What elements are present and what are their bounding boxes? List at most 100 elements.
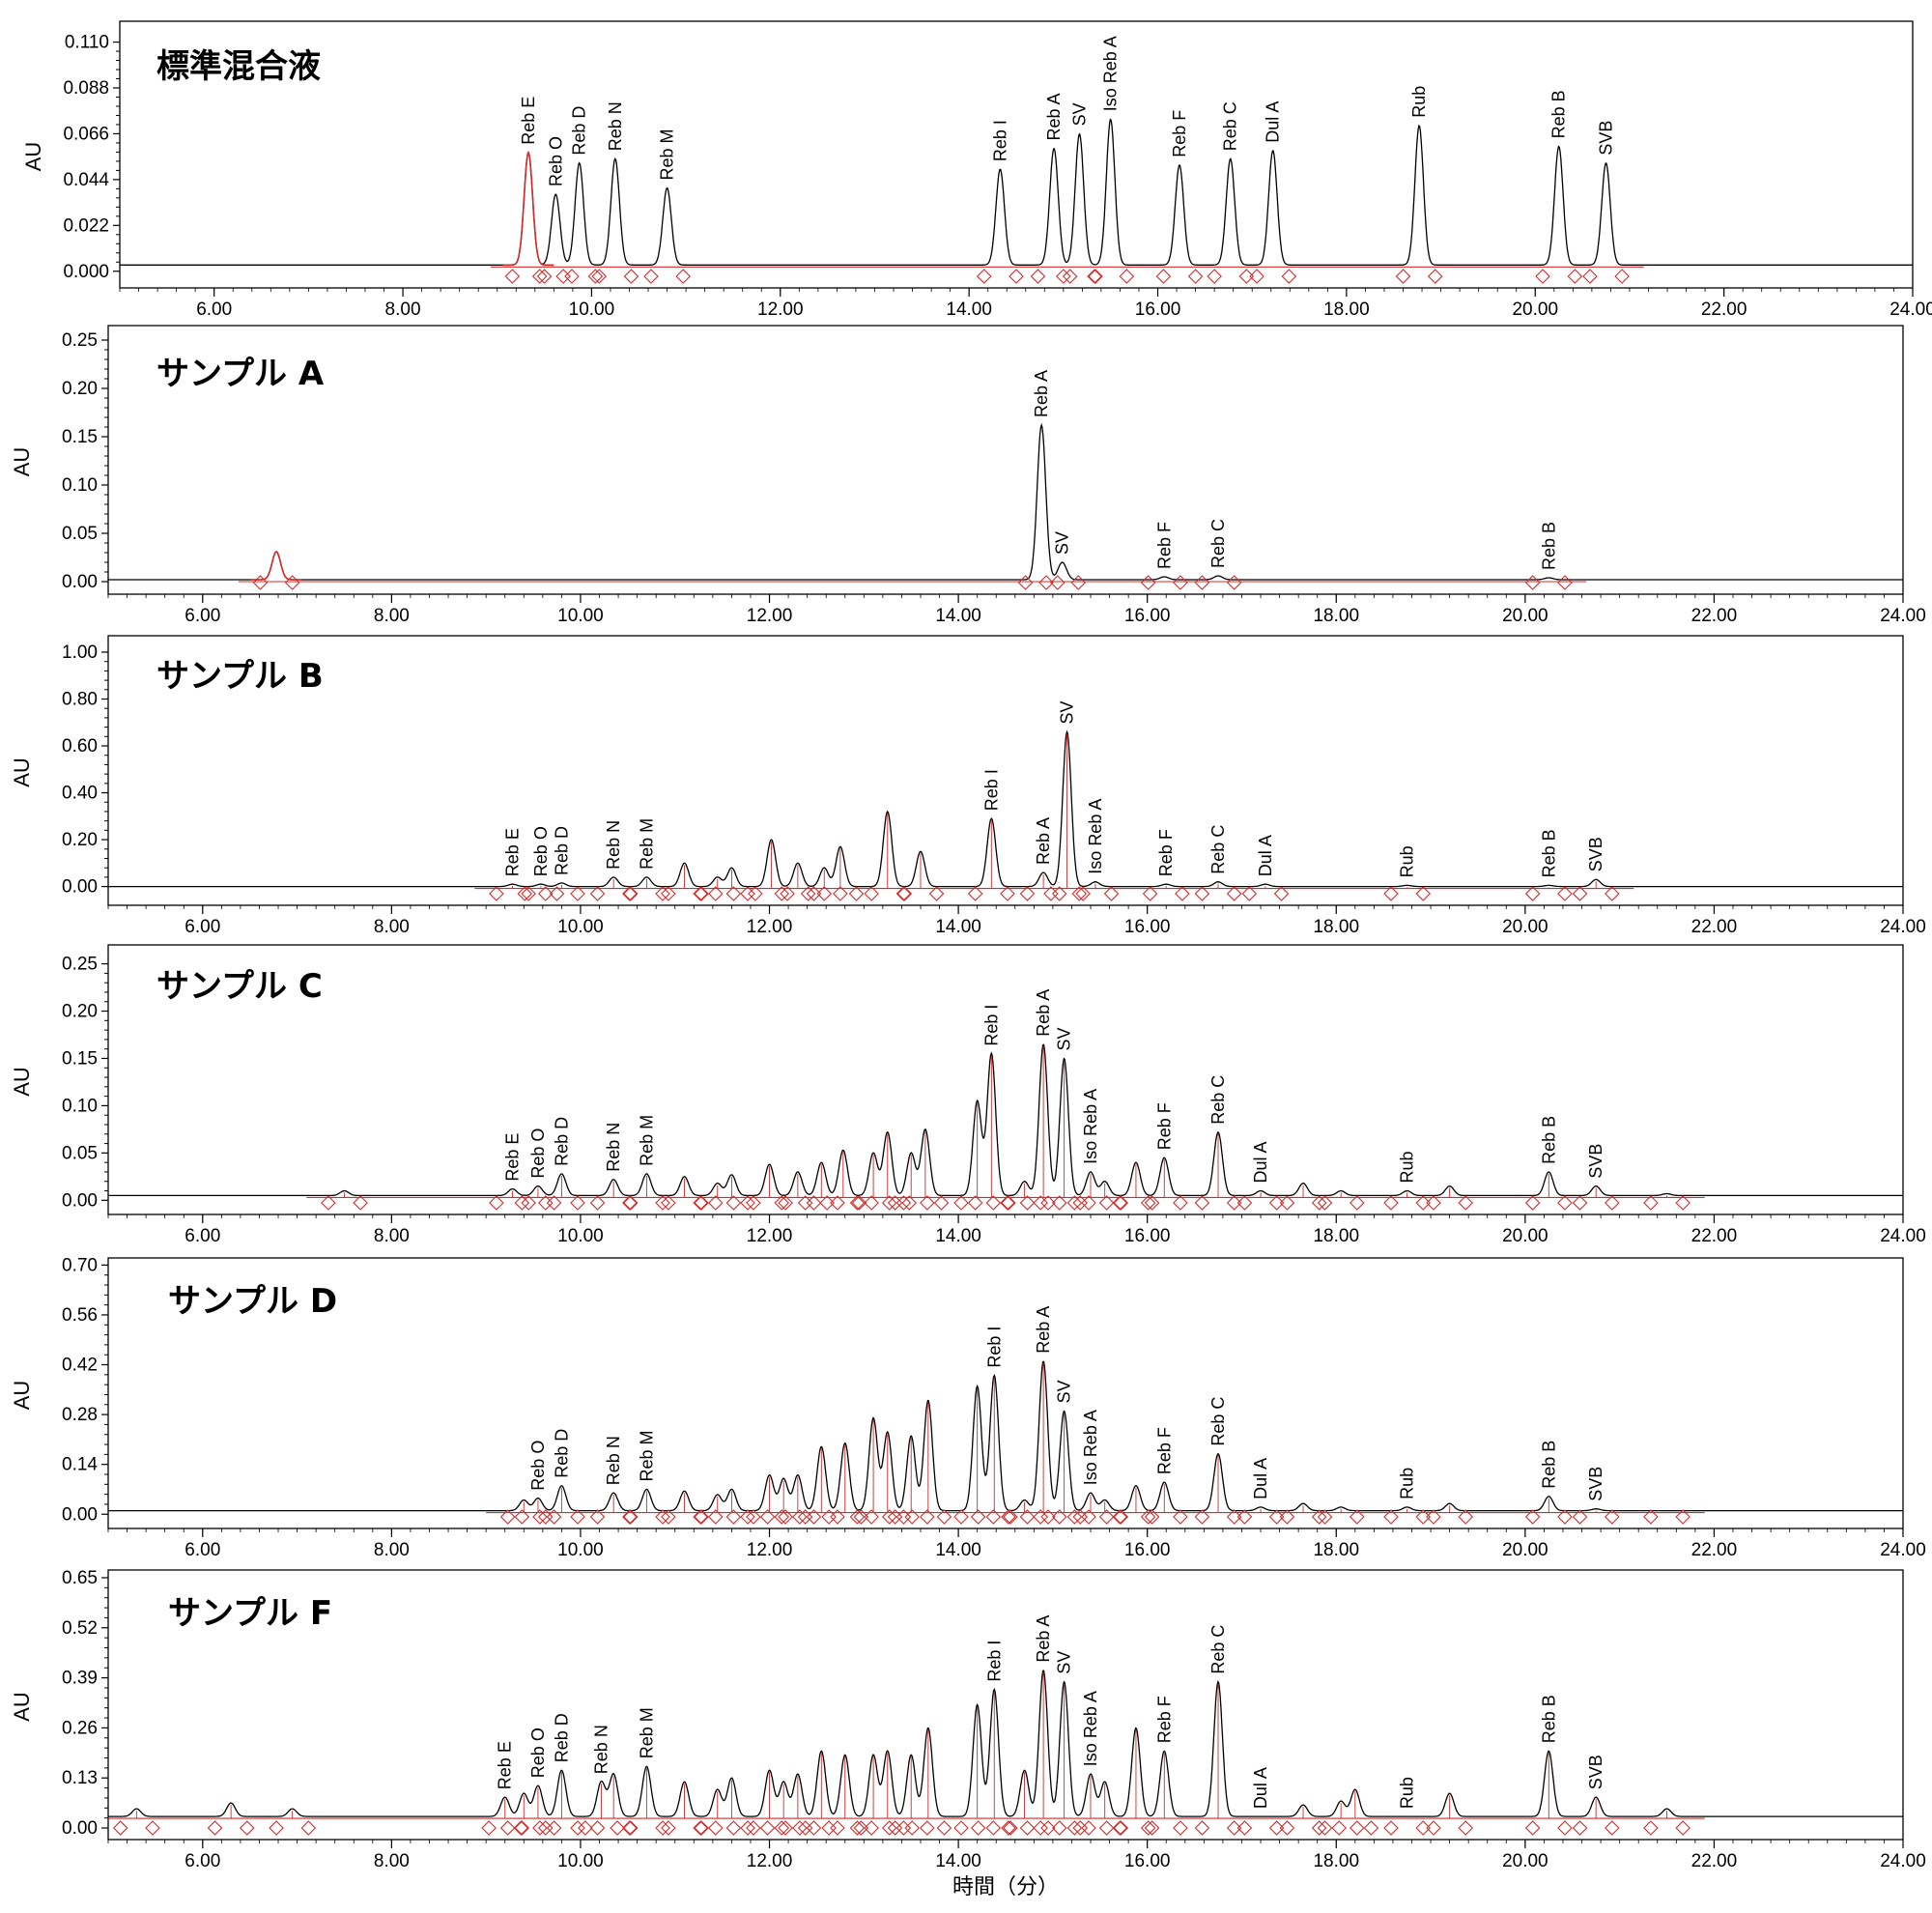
panel-title: サンプル A — [156, 355, 325, 393]
y-axis-title: AU — [10, 447, 34, 477]
peak-boundary-marker — [849, 1509, 866, 1525]
x-tick-label: 18.00 — [1313, 917, 1359, 937]
x-tick-label: 10.00 — [557, 606, 604, 626]
peak-boundary-marker — [864, 1195, 879, 1211]
peak-boundary-marker — [1427, 269, 1443, 284]
peak-boundary-marker — [953, 1195, 969, 1211]
peak-label: Reb C — [1208, 519, 1228, 568]
chromatogram-panel-4: 0.00 0.05 0.10 0.15 0.20 0.25 6.00 8.00 10.00 12.… — [10, 944, 1926, 1246]
peak-label: Reb A — [1034, 817, 1053, 865]
peak-boundary-marker — [570, 1195, 585, 1211]
peak-label: SV — [1055, 1651, 1074, 1674]
peak-label: Reb O — [528, 1128, 548, 1179]
peak-label: Reb F — [1154, 1427, 1174, 1474]
peak-boundary-marker — [1000, 1195, 1015, 1211]
peak-boundary-marker — [833, 886, 848, 901]
peak-boundary-marker — [1426, 1195, 1441, 1211]
peak-boundary-marker — [746, 1820, 761, 1836]
x-tick-label: 12.00 — [747, 606, 793, 626]
peak-boundary-marker — [904, 1509, 920, 1525]
peak-boundary-marker — [1582, 269, 1598, 284]
peak-boundary-marker — [887, 1195, 903, 1211]
peak-boundary-marker — [661, 1195, 676, 1211]
peak-boundary-marker — [1071, 886, 1088, 901]
peak-boundary-marker — [1066, 1820, 1083, 1836]
x-tick-label: 14.00 — [935, 1851, 981, 1871]
peak-boundary-marker — [1605, 1820, 1620, 1836]
peak-label: Reb O — [528, 1727, 548, 1778]
peak-boundary-marker — [1140, 1509, 1156, 1525]
peak-boundary-marker — [1038, 575, 1054, 590]
peak-boundary-marker — [1173, 1195, 1188, 1211]
x-tick-label: 6.00 — [185, 917, 220, 937]
x-tick-label: 22.00 — [1691, 1226, 1738, 1246]
peak-boundary-marker — [936, 1509, 952, 1525]
peak-boundary-marker — [708, 886, 724, 901]
peak-label: Reb M — [637, 818, 656, 870]
peak-boundary-marker — [1317, 1509, 1333, 1525]
peak-boundary-marker — [1279, 1509, 1295, 1525]
peak-label: Reb I — [990, 120, 1009, 161]
peak-label: Reb M — [637, 1707, 656, 1758]
peak-label: Reb A — [1032, 370, 1051, 417]
y-tick-label: 0.26 — [62, 1718, 98, 1738]
peak-boundary-marker — [1643, 1195, 1659, 1211]
chromatogram-panel-1: 0.000 0.022 0.044 0.066 0.088 0.110 6.00 8.00 10… — [21, 20, 1932, 320]
peak-boundary-marker — [1194, 575, 1210, 590]
plot-frame — [107, 1569, 1904, 1841]
peak-boundary-marker — [1017, 575, 1034, 590]
x-tick-label: 10.00 — [569, 300, 615, 320]
peak-boundary-marker — [1236, 1195, 1253, 1211]
y-tick-label: 0.00 — [62, 1504, 98, 1525]
peak-boundary-marker — [622, 1820, 638, 1836]
peak-boundary-marker — [759, 1820, 776, 1836]
peak-boundary-marker — [1350, 1820, 1365, 1836]
peak-boundary-marker — [499, 1820, 516, 1836]
peak-boundary-marker — [1605, 1195, 1620, 1211]
x-tick-label: 14.00 — [935, 606, 981, 626]
peak-boundary-marker — [953, 1820, 969, 1836]
x-tick-label: 6.00 — [196, 300, 232, 320]
peak-boundary-marker — [546, 1195, 562, 1211]
peak-boundary-marker — [1605, 1509, 1620, 1525]
y-tick-label: 0.00 — [62, 1818, 98, 1839]
peak-boundary-marker — [1030, 269, 1046, 284]
peak-boundary-marker — [1281, 269, 1297, 284]
peak-boundary-marker — [1033, 1509, 1048, 1525]
peak-boundary-marker — [694, 1195, 709, 1211]
peak-boundary-marker — [1226, 1820, 1242, 1836]
peak-label: Reb I — [984, 1327, 1004, 1368]
peak-label: Reb D — [552, 1117, 571, 1166]
peak-boundary-marker — [269, 1820, 284, 1836]
peak-boundary-marker — [1557, 886, 1573, 901]
peak-boundary-marker — [780, 886, 795, 901]
peak-boundary-marker — [830, 1820, 845, 1836]
plot-frame — [107, 325, 1904, 595]
peak-boundary-marker — [694, 886, 709, 901]
x-tick-label: 14.00 — [935, 1226, 981, 1246]
peak-boundary-marker — [1112, 1820, 1128, 1836]
peak-label: SVB — [1586, 1467, 1605, 1501]
peak-label: Reb N — [604, 1123, 623, 1172]
peak-label: Reb M — [637, 1115, 656, 1166]
peak-boundary-marker — [1524, 1509, 1541, 1525]
peak-label: SVB — [1586, 837, 1605, 871]
peak-label: Reb F — [1154, 1102, 1174, 1150]
peak-boundary-marker — [622, 1509, 638, 1525]
peak-boundary-marker — [1524, 1195, 1541, 1211]
peak-boundary-marker — [1001, 1195, 1016, 1211]
peak-label: Reb F — [1154, 1696, 1174, 1743]
x-tick-label: 6.00 — [185, 606, 220, 626]
x-tick-label: 20.00 — [1502, 1851, 1548, 1871]
y-axis-title: AU — [10, 1692, 34, 1722]
plot-frame — [107, 944, 1904, 1215]
peak-boundary-marker — [514, 1195, 530, 1211]
peak-label: SV — [1055, 1027, 1074, 1050]
peak-boundary-marker — [895, 886, 912, 901]
peak-boundary-marker — [1236, 1820, 1253, 1836]
peak-boundary-marker — [536, 269, 553, 284]
peak-boundary-marker — [610, 1820, 625, 1836]
peak-label: Reb M — [658, 128, 677, 180]
peak-boundary-marker — [1001, 1820, 1016, 1836]
peak-boundary-marker — [321, 1195, 336, 1211]
